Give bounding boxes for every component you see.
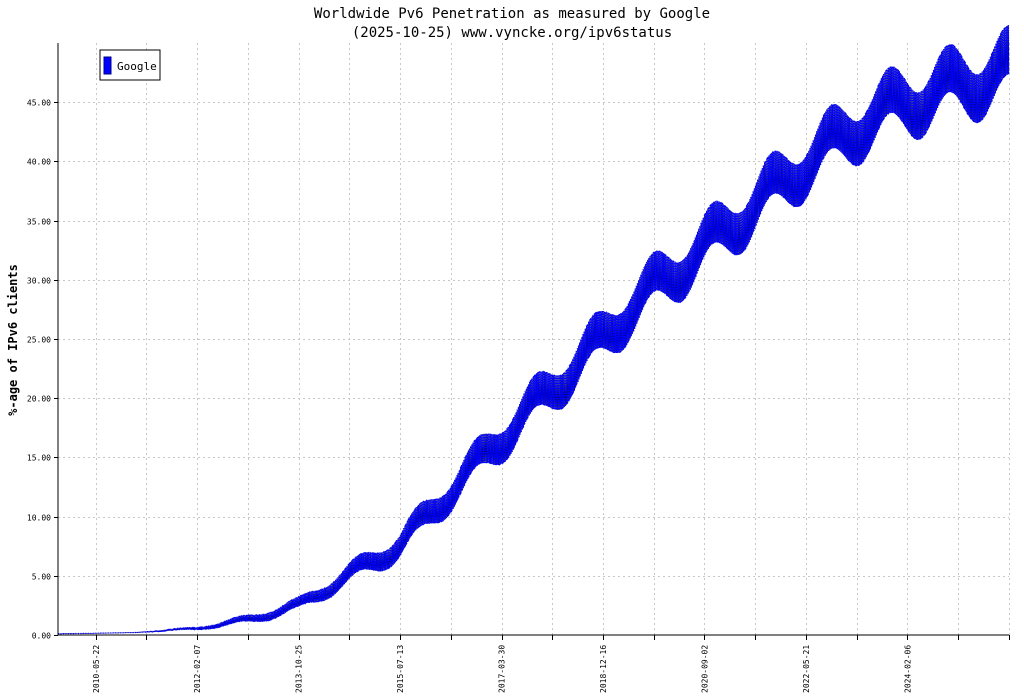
x-tick-label: 2010-05-22: [92, 645, 101, 693]
y-tick-label: 15.00: [27, 454, 51, 463]
y-ticks: 0.00 5.00 10.00 15.00 20.00 25.00 30.00 35.00 40…: [27, 99, 58, 641]
y-tick-label: 0.00: [32, 632, 51, 641]
legend: Google: [99, 49, 161, 81]
x-tick-label: 2024-02-06: [903, 645, 912, 693]
y-tick-label: 20.00: [27, 395, 51, 404]
y-axis-label: %-age of IPv6 clients: [6, 264, 20, 416]
x-tick-label: 2013-10-25: [295, 645, 304, 693]
chart-subtitle: (2025-10-25) www.vyncke.org/ipv6status: [352, 25, 672, 41]
x-tick-label: 2018-12-16: [599, 645, 608, 693]
chart-title: Worldwide Pv6 Penetration as measured by…: [314, 6, 710, 22]
x-tick-label: 2022-05-21: [802, 645, 811, 693]
legend-swatch-google: [103, 56, 112, 75]
y-tick-label: 5.00: [32, 573, 51, 582]
x-tick-label: 2020-09-02: [700, 645, 709, 693]
y-tick-label: 35.00: [27, 218, 51, 227]
y-tick-label: 45.00: [27, 99, 51, 108]
x-tick-label: 2012-02-07: [193, 645, 202, 693]
y-tick-label: 40.00: [27, 158, 51, 167]
y-tick-label: 30.00: [27, 277, 51, 286]
x-tick-label: 2015-07-13: [396, 645, 405, 693]
series-google-marks: [58, 25, 1010, 635]
legend-label-google: Google: [117, 60, 157, 73]
y-tick-label: 25.00: [27, 336, 51, 345]
series-google-line-highlight: [58, 25, 1010, 635]
y-tick-label: 10.00: [27, 514, 51, 523]
x-ticks: 2010-05-22 2012-02-07 2013-10-25 2015-07-13…: [92, 635, 1010, 693]
x-tick-label: 2017-03-30: [498, 645, 507, 693]
